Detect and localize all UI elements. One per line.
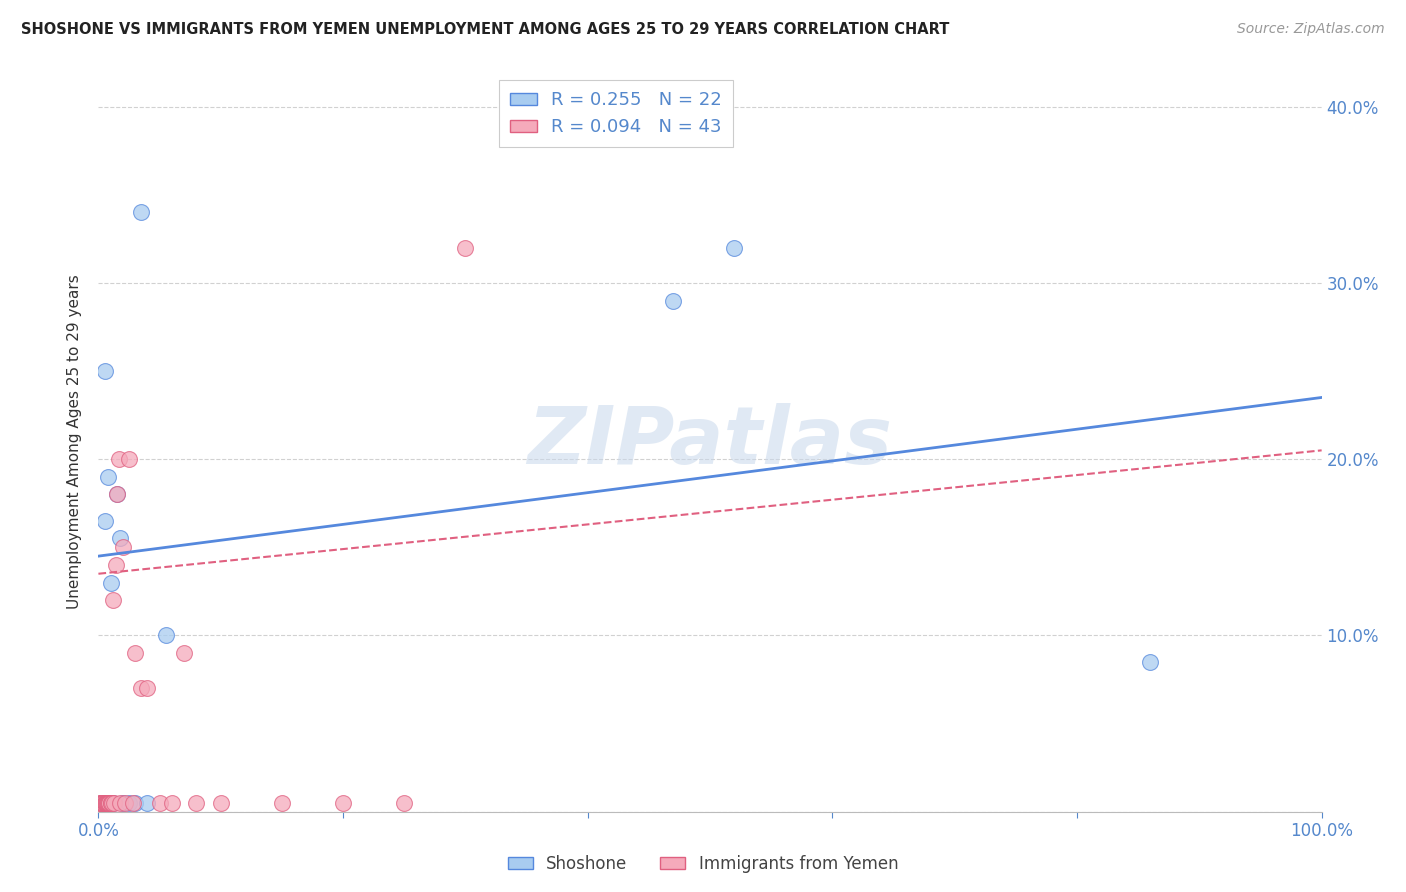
Point: [104, 558, 127, 572]
Point: [94, 796, 117, 810]
Point: [129, 681, 152, 696]
Point: [454, 241, 477, 255]
Point: [723, 241, 745, 255]
Point: [101, 796, 124, 810]
Point: [124, 646, 146, 660]
Point: [96, 796, 118, 810]
Point: [111, 541, 134, 555]
Point: [105, 487, 128, 501]
Point: [118, 452, 141, 467]
Y-axis label: Unemployment Among Ages 25 to 29 years: Unemployment Among Ages 25 to 29 years: [67, 274, 83, 609]
Point: [97, 796, 120, 810]
Point: [90, 796, 112, 810]
Text: SHOSHONE VS IMMIGRANTS FROM YEMEN UNEMPLOYMENT AMONG AGES 25 TO 29 YEARS CORRELA: SHOSHONE VS IMMIGRANTS FROM YEMEN UNEMPL…: [21, 22, 949, 37]
Point: [91, 796, 114, 810]
Point: [91, 796, 114, 810]
Point: [96, 796, 118, 810]
Point: [149, 796, 172, 810]
Point: [100, 796, 122, 810]
Point: [136, 681, 159, 696]
Point: [121, 796, 143, 810]
Point: [1139, 655, 1161, 669]
Point: [173, 646, 195, 660]
Point: [155, 628, 177, 642]
Text: Source: ZipAtlas.com: Source: ZipAtlas.com: [1237, 22, 1385, 37]
Point: [101, 796, 124, 810]
Point: [270, 796, 294, 810]
Point: [103, 796, 125, 810]
Point: [136, 796, 159, 810]
Point: [91, 796, 114, 810]
Point: [91, 796, 114, 810]
Point: [98, 796, 121, 810]
Legend: R = 0.255   N = 22, R = 0.094   N = 43: R = 0.255 N = 22, R = 0.094 N = 43: [499, 80, 733, 147]
Point: [129, 205, 152, 219]
Point: [93, 796, 115, 810]
Text: ZIPatlas: ZIPatlas: [527, 402, 893, 481]
Point: [108, 452, 131, 467]
Point: [93, 364, 115, 378]
Point: [98, 796, 121, 810]
Point: [101, 593, 124, 607]
Point: [111, 796, 134, 810]
Point: [124, 796, 146, 810]
Point: [100, 796, 122, 810]
Point: [110, 796, 132, 810]
Point: [96, 796, 118, 810]
Point: [90, 796, 112, 810]
Point: [209, 796, 232, 810]
Point: [97, 796, 120, 810]
Point: [94, 796, 117, 810]
Point: [118, 796, 141, 810]
Point: [186, 796, 208, 810]
Point: [93, 796, 115, 810]
Point: [100, 575, 122, 590]
Point: [91, 796, 114, 810]
Point: [93, 796, 115, 810]
Point: [91, 796, 114, 810]
Point: [114, 796, 136, 810]
Point: [160, 796, 183, 810]
Legend: Shoshone, Immigrants from Yemen: Shoshone, Immigrants from Yemen: [501, 848, 905, 880]
Point: [98, 796, 121, 810]
Point: [662, 293, 685, 308]
Point: [89, 796, 111, 810]
Point: [93, 514, 115, 528]
Point: [105, 487, 128, 501]
Point: [97, 470, 120, 484]
Point: [332, 796, 354, 810]
Point: [94, 796, 117, 810]
Point: [90, 796, 112, 810]
Point: [392, 796, 416, 810]
Point: [110, 532, 132, 546]
